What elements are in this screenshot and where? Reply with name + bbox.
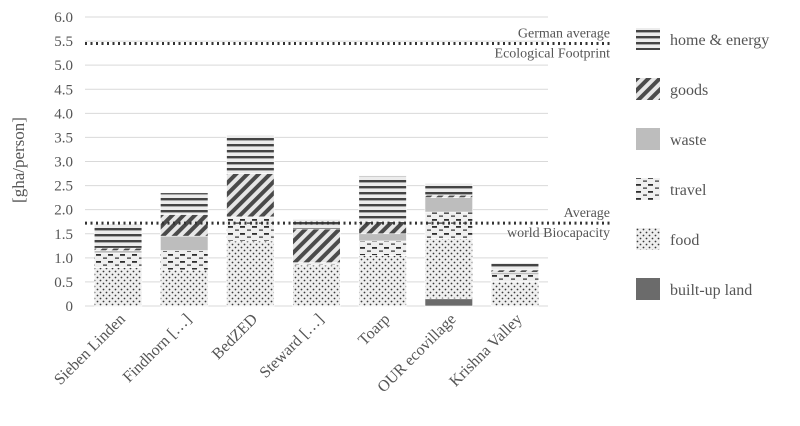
bar-segment-travel (490, 274, 540, 283)
bar-segment-travel (160, 250, 209, 271)
bar-segment-waste (358, 233, 407, 242)
x-category-label: Sieben Linden (51, 311, 129, 389)
bar-segment-food (490, 281, 540, 307)
bar-segment-travel (226, 216, 275, 242)
y-axis-title: [gha/person] (9, 117, 28, 203)
bar-segment-travel (292, 262, 341, 266)
legend-label: built-up land (670, 282, 752, 299)
bar-segment-waste (490, 271, 540, 275)
bar-segment-home-energy (93, 223, 143, 249)
reference-line-label: world Biocapacity (507, 226, 610, 241)
reference-line-label: German average (518, 26, 610, 41)
legend-swatch (636, 278, 660, 300)
reference-lines: German average Ecological Footprint Averag… (85, 26, 612, 241)
y-tick-label: 6.0 (54, 10, 73, 26)
legend-label: waste (670, 132, 706, 149)
bar-segment-waste (160, 235, 209, 251)
bar-segment-home-energy (160, 192, 209, 215)
bar-segment-food (358, 255, 407, 307)
y-tick-label: 1.0 (54, 251, 73, 267)
bar-segment-home-energy (490, 262, 540, 271)
bar-segment-food (160, 269, 209, 307)
bar-segment-built-up-land (424, 298, 473, 307)
legend-label: goods (670, 82, 708, 99)
bars (93, 134, 540, 307)
legend-swatch (636, 228, 660, 250)
x-category-label: BedZED (209, 311, 261, 363)
reference-line-label: Ecological Footprint (495, 46, 611, 61)
y-tick-label: 0 (66, 299, 74, 315)
y-tick-label: 3.0 (54, 155, 73, 171)
y-tick-label: 3.5 (54, 130, 73, 146)
legend-swatch (636, 78, 660, 100)
bar-segment-travel (358, 240, 407, 256)
bar-segment-home-energy (358, 175, 407, 223)
bar-segment-food (292, 264, 341, 307)
legend: home & energy goods waste travel food built-u… (636, 28, 769, 300)
bar-segment-goods (226, 173, 275, 218)
y-axis-ticks: 0 0.5 1.0 1.5 2.0 2.5 3.0 3.5 4.0 4.5 5.0 5.5 6.0 (54, 10, 73, 315)
bar-segment-goods (292, 228, 341, 263)
bar-segment-travel (424, 211, 473, 239)
y-tick-label: 2.5 (54, 179, 73, 195)
legend-swatch (636, 28, 660, 50)
bar-segment-home-energy (226, 134, 275, 174)
legend-label: travel (670, 182, 707, 199)
bar-segment-food (226, 240, 275, 307)
bar-segment-goods (490, 269, 540, 273)
bar-segment-food (424, 238, 473, 300)
legend-label: home & energy (670, 32, 769, 49)
reference-line-label: Average (564, 206, 610, 221)
bar-segment-food (93, 267, 143, 307)
bar-segment-home-energy (424, 182, 473, 196)
x-category-label: Toarp (355, 311, 393, 349)
y-tick-label: 5.5 (54, 34, 73, 50)
legend-swatch (636, 128, 660, 150)
bar-segment-goods (424, 194, 473, 198)
y-tick-label: 0.5 (54, 275, 73, 291)
bar-segment-goods (160, 214, 209, 237)
x-category-label: Steward […] (257, 311, 328, 382)
legend-swatch (636, 178, 660, 200)
bar-segment-waste (93, 250, 143, 254)
y-tick-label: 1.5 (54, 227, 73, 243)
y-tick-label: 2.0 (54, 203, 73, 219)
y-tick-label: 4.0 (54, 106, 73, 122)
x-category-label: Findhorn […] (120, 311, 195, 386)
bar-segment-waste (424, 197, 473, 213)
bar-segment-travel (93, 252, 143, 268)
bar-segment-goods (93, 247, 143, 251)
y-tick-label: 4.5 (54, 82, 73, 98)
y-tick-label: 5.0 (54, 58, 73, 74)
legend-label: food (670, 232, 699, 249)
